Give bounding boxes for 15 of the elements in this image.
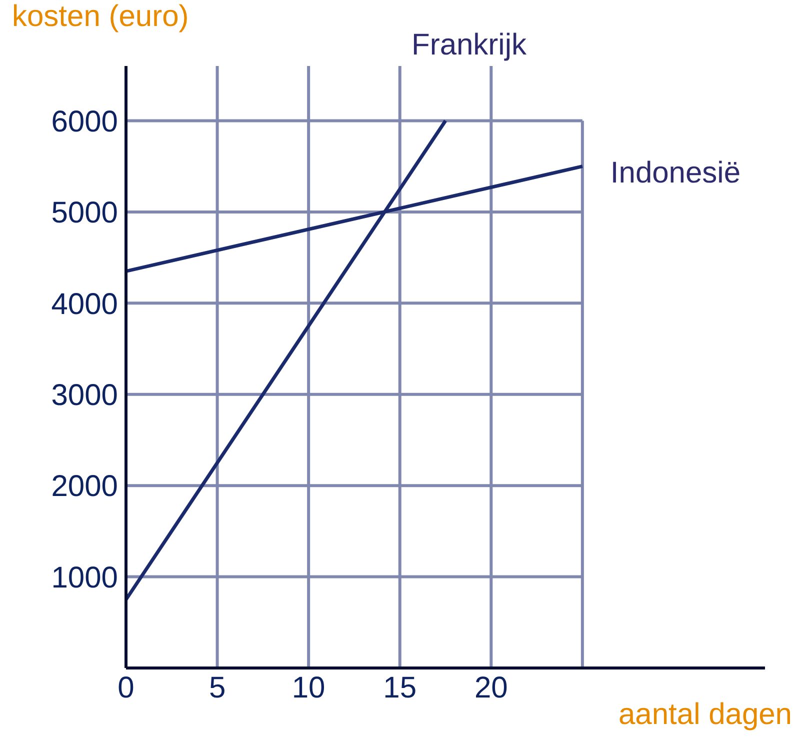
y-tick-label: 6000 — [51, 105, 118, 138]
x-tick-label: 0 — [118, 671, 134, 704]
x-axis-title: aantal dagen — [618, 698, 792, 732]
y-tick-label: 4000 — [51, 288, 118, 321]
y-tick-label: 5000 — [51, 196, 118, 230]
x-tick-label: 20 — [474, 671, 508, 704]
series-label: Indonesië — [610, 156, 741, 190]
x-tick-label: 5 — [208, 671, 226, 704]
text: Frankrijk — [412, 28, 528, 62]
y-tick-label: 1000 — [51, 561, 118, 594]
y-tick-label: 2000 — [51, 470, 118, 504]
y-axis-title: kosten (euro) — [12, 0, 189, 34]
y-tick-label: 3000 — [51, 379, 118, 412]
x-tick-label: 10 — [292, 671, 326, 704]
x-tick-label: 15 — [383, 671, 417, 704]
